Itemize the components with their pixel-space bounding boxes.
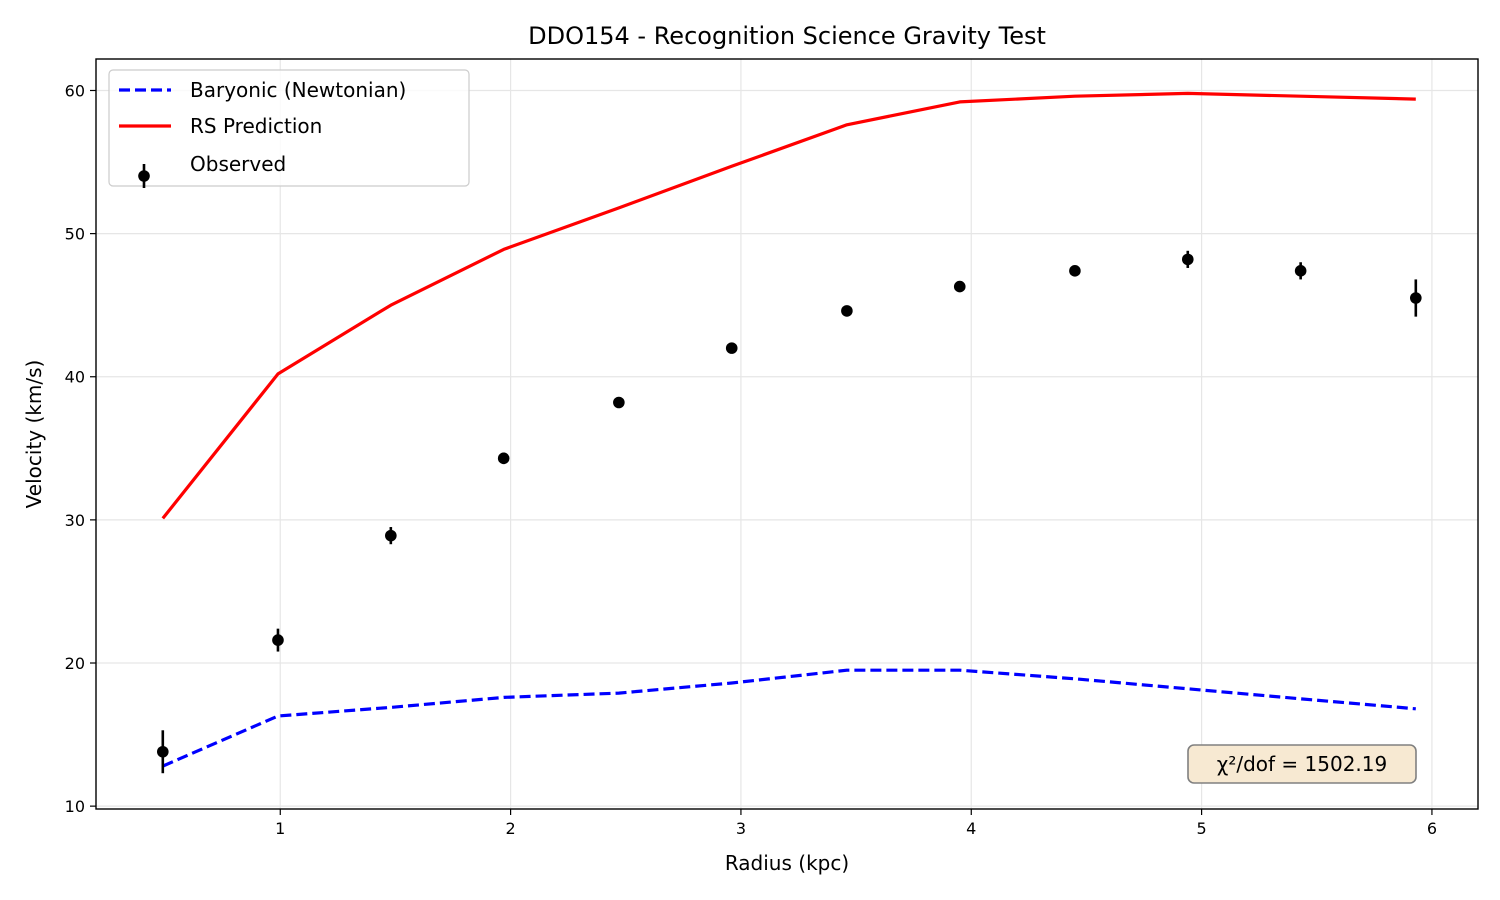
observed-point bbox=[272, 634, 284, 646]
legend-label: RS Prediction bbox=[190, 114, 322, 138]
x-tick-label: 5 bbox=[1197, 819, 1207, 838]
x-tick-label: 6 bbox=[1427, 819, 1437, 838]
legend-box bbox=[108, 69, 470, 187]
plot-frame bbox=[95, 58, 1479, 810]
series-layer bbox=[156, 91, 1422, 774]
chart-title: DDO154 - Recognition Science Gravity Tes… bbox=[528, 22, 1046, 50]
x-tick-label: 2 bbox=[506, 819, 516, 838]
observed-point bbox=[841, 305, 853, 317]
x-tick-label: 1 bbox=[275, 819, 285, 838]
annotation-text: χ²/dof = 1502.19 bbox=[1217, 752, 1387, 776]
legend-label: Baryonic (Newtonian) bbox=[190, 78, 406, 102]
observed-point bbox=[1181, 253, 1194, 266]
baryonic-line bbox=[162, 668, 1416, 768]
y-tick-label: 60 bbox=[65, 81, 85, 100]
observed-point bbox=[1069, 265, 1081, 277]
legend-observed-marker bbox=[138, 170, 150, 182]
y-tick-label: 50 bbox=[65, 225, 85, 244]
observed-point bbox=[1410, 292, 1422, 304]
legend-label: Observed bbox=[190, 152, 286, 176]
observed-point bbox=[953, 280, 966, 293]
annotation-box bbox=[1187, 744, 1417, 784]
observed-point bbox=[613, 396, 625, 409]
x-tick-label: 4 bbox=[966, 819, 976, 838]
grid-layer bbox=[96, 59, 1478, 809]
y-axis-label: Velocity (km/s) bbox=[22, 360, 46, 509]
chi-square-annotation: χ²/dof = 1502.19 bbox=[1187, 744, 1417, 784]
x-tick-label: 3 bbox=[736, 819, 746, 838]
observed-point bbox=[1294, 265, 1307, 277]
observed-point bbox=[725, 342, 738, 354]
axes-layer: 1 2 3 4 5 6 10 20 30 40 50 60 bbox=[65, 58, 1479, 838]
y-tick-label: 20 bbox=[65, 654, 85, 673]
rs-prediction-line bbox=[161, 91, 1416, 520]
y-tick-label: 40 bbox=[65, 368, 85, 387]
y-tick-label: 30 bbox=[65, 511, 85, 530]
legend: Baryonic (Newtonian) RS Prediction Observe… bbox=[108, 69, 470, 188]
observed-point bbox=[156, 745, 169, 758]
x-axis-label: Radius (kpc) bbox=[725, 851, 849, 875]
observed-point bbox=[497, 452, 510, 465]
y-tick-label: 10 bbox=[65, 797, 85, 816]
observed-point bbox=[385, 529, 397, 542]
